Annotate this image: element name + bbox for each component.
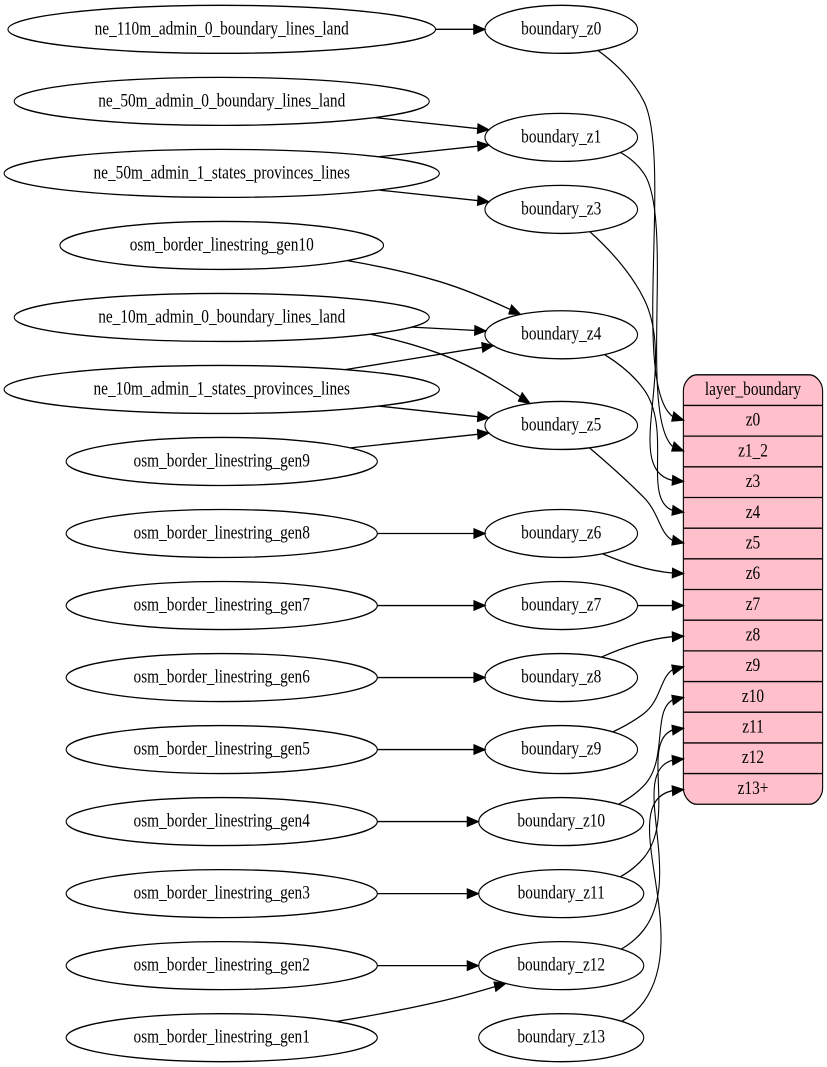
svg-text:boundary_z0: boundary_z0 — [521, 18, 601, 39]
svg-text:osm_border_linestring_gen3: osm_border_linestring_gen3 — [134, 882, 310, 903]
svg-text:boundary_z6: boundary_z6 — [521, 522, 601, 543]
svg-text:layer_boundary: layer_boundary — [705, 379, 802, 400]
svg-text:boundary_z11: boundary_z11 — [518, 882, 605, 903]
svg-text:boundary_z12: boundary_z12 — [517, 954, 605, 975]
svg-text:z3: z3 — [746, 471, 760, 492]
svg-text:osm_border_linestring_gen10: osm_border_linestring_gen10 — [130, 234, 314, 255]
svg-text:boundary_z7: boundary_z7 — [521, 594, 601, 615]
svg-text:ne_10m_admin_1_states_province: ne_10m_admin_1_states_provinces_lines — [94, 378, 351, 399]
svg-text:z6: z6 — [746, 563, 761, 584]
svg-text:z11: z11 — [742, 716, 764, 737]
svg-text:osm_border_linestring_gen2: osm_border_linestring_gen2 — [134, 954, 310, 975]
svg-text:z4: z4 — [746, 501, 761, 522]
svg-text:z13+: z13+ — [738, 777, 769, 798]
svg-text:osm_border_linestring_gen9: osm_border_linestring_gen9 — [134, 450, 310, 471]
svg-text:osm_border_linestring_gen8: osm_border_linestring_gen8 — [134, 522, 310, 543]
svg-text:osm_border_linestring_gen6: osm_border_linestring_gen6 — [134, 666, 311, 687]
svg-text:z9: z9 — [746, 655, 760, 676]
svg-text:boundary_z4: boundary_z4 — [521, 323, 601, 344]
svg-text:z0: z0 — [746, 409, 760, 430]
svg-text:z8: z8 — [746, 624, 760, 645]
svg-text:ne_50m_admin_1_states_province: ne_50m_admin_1_states_provinces_lines — [94, 162, 351, 183]
svg-text:boundary_z9: boundary_z9 — [521, 738, 601, 759]
svg-text:osm_border_linestring_gen4: osm_border_linestring_gen4 — [134, 810, 311, 831]
svg-text:z5: z5 — [746, 532, 760, 553]
svg-text:boundary_z10: boundary_z10 — [517, 810, 605, 831]
svg-text:z7: z7 — [746, 593, 761, 614]
svg-text:boundary_z5: boundary_z5 — [521, 414, 601, 435]
svg-text:ne_10m_admin_0_boundary_lines_: ne_10m_admin_0_boundary_lines_land — [98, 306, 345, 327]
svg-text:boundary_z3: boundary_z3 — [521, 198, 601, 219]
svg-text:osm_border_linestring_gen5: osm_border_linestring_gen5 — [134, 738, 310, 759]
svg-text:osm_border_linestring_gen7: osm_border_linestring_gen7 — [134, 594, 311, 615]
svg-text:ne_50m_admin_0_boundary_lines_: ne_50m_admin_0_boundary_lines_land — [98, 90, 345, 111]
svg-text:z12: z12 — [742, 747, 764, 768]
svg-text:z1_2: z1_2 — [738, 440, 768, 461]
svg-text:boundary_z8: boundary_z8 — [521, 666, 601, 687]
svg-text:boundary_z1: boundary_z1 — [521, 126, 601, 147]
svg-text:ne_110m_admin_0_boundary_lines: ne_110m_admin_0_boundary_lines_land — [95, 18, 350, 39]
svg-text:osm_border_linestring_gen1: osm_border_linestring_gen1 — [134, 1026, 310, 1047]
svg-text:boundary_z13: boundary_z13 — [517, 1026, 605, 1047]
svg-text:z10: z10 — [742, 685, 764, 706]
